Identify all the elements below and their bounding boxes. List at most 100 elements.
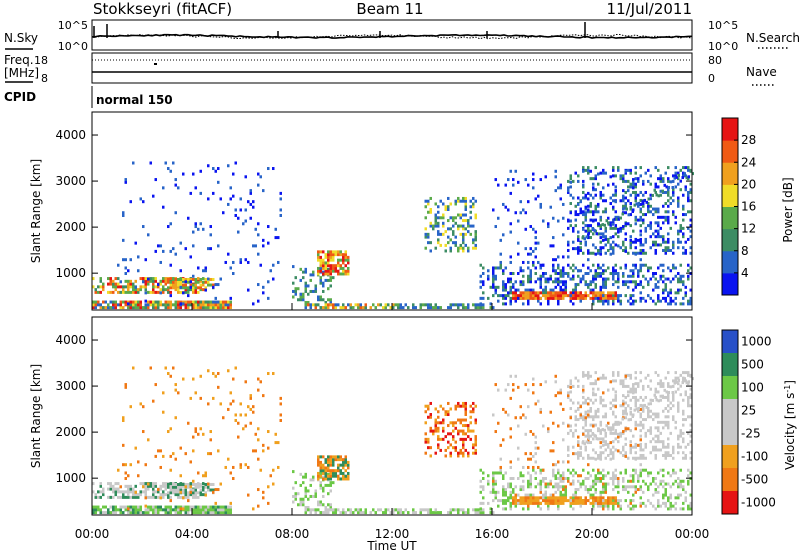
- power-cell: [119, 285, 122, 289]
- velocity-cell: [344, 463, 347, 467]
- velocity-cell: [684, 445, 687, 449]
- power-cell: [644, 251, 647, 255]
- velocity-cell: [524, 499, 527, 503]
- power-cell: [424, 235, 427, 239]
- velocity-cell: [652, 445, 655, 449]
- power-cell: [637, 201, 640, 205]
- power-cell: [179, 277, 182, 281]
- velocity-cell: [462, 418, 465, 422]
- power-cell: [657, 207, 660, 211]
- velocity-cell: [669, 385, 672, 389]
- power-colorbar-tick-label: 28: [741, 133, 756, 147]
- power-cell: [204, 280, 207, 284]
- power-cell: [329, 253, 332, 257]
- power-cell: [614, 210, 617, 214]
- power-cell: [272, 167, 275, 171]
- power-cell: [602, 302, 605, 306]
- power-cell: [147, 290, 150, 294]
- power-cell: [682, 283, 685, 287]
- power-cell: [194, 277, 197, 281]
- power-cell: [209, 277, 212, 281]
- velocity-cell: [494, 430, 497, 434]
- power-cell: [519, 280, 522, 284]
- velocity-cell: [154, 484, 157, 488]
- power-cell: [257, 252, 260, 256]
- power-cell: [664, 240, 667, 244]
- power-cell: [557, 280, 560, 284]
- power-cell: [324, 303, 327, 307]
- velocity-cell: [612, 423, 615, 427]
- power-cell: [194, 290, 197, 294]
- power-cell: [187, 277, 190, 281]
- power-cell: [474, 216, 477, 220]
- power-cell: [462, 232, 465, 236]
- velocity-cell: [599, 395, 602, 399]
- velocity-cell: [324, 469, 327, 473]
- power-cell: [662, 179, 665, 183]
- velocity-cell: [539, 507, 542, 511]
- velocity-cell: [569, 429, 572, 433]
- velocity-cell: [667, 453, 670, 457]
- power-cell: [332, 276, 335, 280]
- velocity-cell: [667, 384, 670, 388]
- power-cell: [534, 291, 537, 295]
- velocity-cell: [667, 398, 670, 402]
- velocity-cell: [162, 493, 165, 497]
- velocity-cell: [529, 457, 532, 461]
- power-cell: [509, 169, 512, 173]
- power-colorbar-segment: [722, 118, 738, 141]
- power-cell: [587, 168, 590, 172]
- power-cell: [657, 177, 660, 181]
- power-cell: [661, 189, 664, 193]
- velocity-cell: [584, 499, 587, 503]
- velocity-cell: [582, 395, 585, 399]
- power-cell: [304, 303, 307, 307]
- power-cell: [609, 236, 612, 240]
- power-cell: [517, 294, 520, 298]
- power-cell: [339, 258, 342, 262]
- velocity-cell: [604, 434, 607, 438]
- velocity-cell: [557, 460, 560, 464]
- power-cell: [189, 285, 192, 289]
- power-cell: [444, 249, 447, 253]
- power-cell: [639, 291, 642, 295]
- power-cell: [322, 298, 325, 302]
- power-cell: [624, 204, 627, 208]
- velocity-cell: [662, 493, 665, 497]
- velocity-cell: [654, 371, 657, 375]
- power-cell: [612, 205, 615, 209]
- velocity-cell: [189, 460, 192, 464]
- power-cell: [637, 269, 640, 273]
- power-cell: [612, 207, 615, 211]
- freq-tick-top: 18: [34, 54, 48, 67]
- velocity-cell: [342, 474, 345, 478]
- power-cell: [442, 232, 445, 236]
- power-cell: [447, 306, 450, 310]
- power-cell: [152, 282, 155, 286]
- power-cell: [612, 299, 615, 303]
- velocity-cell: [454, 446, 457, 450]
- power-cell: [334, 269, 337, 273]
- velocity-cell: [619, 507, 622, 511]
- velocity-cell: [509, 460, 512, 464]
- velocity-cell: [679, 429, 682, 433]
- power-cell: [559, 291, 562, 295]
- power-cell: [337, 303, 340, 307]
- power-cell: [589, 288, 592, 292]
- power-cell: [339, 264, 342, 268]
- velocity-colorbar-segment: [722, 422, 738, 446]
- power-cell: [177, 283, 180, 287]
- power-cell: [587, 266, 590, 270]
- velocity-cell: [579, 451, 582, 455]
- velocity-cell: [119, 490, 122, 494]
- power-cell: [587, 236, 590, 240]
- power-cell: [559, 183, 562, 187]
- velocity-cell: [659, 504, 662, 508]
- velocity-cell: [602, 485, 605, 489]
- power-cell: [239, 208, 242, 212]
- velocity-cell: [322, 494, 325, 498]
- power-cell: [622, 280, 625, 284]
- velocity-cell: [209, 505, 212, 509]
- velocity-cell: [347, 463, 350, 467]
- velocity-cell: [132, 495, 135, 499]
